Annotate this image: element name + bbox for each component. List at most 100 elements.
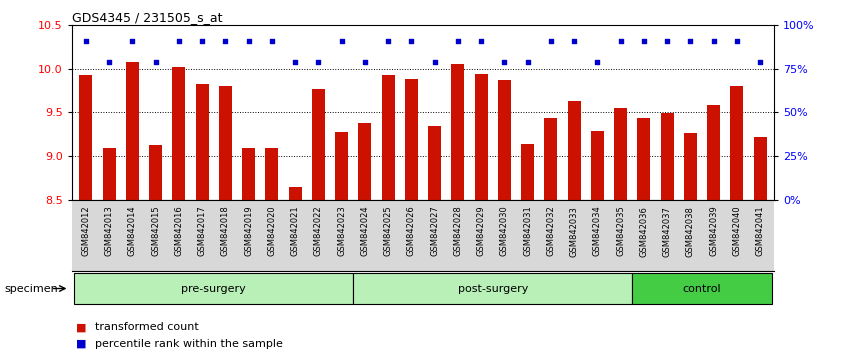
- Point: [242, 38, 255, 44]
- Point: [475, 38, 488, 44]
- Text: control: control: [683, 284, 722, 293]
- Bar: [661, 113, 673, 200]
- Bar: [266, 148, 278, 200]
- Text: GSM842020: GSM842020: [267, 206, 277, 256]
- Point: [591, 59, 604, 64]
- Bar: [521, 144, 534, 200]
- Text: GSM842016: GSM842016: [174, 206, 184, 256]
- Bar: [452, 64, 464, 200]
- Text: GSM842027: GSM842027: [430, 206, 439, 256]
- Bar: [405, 79, 418, 200]
- Text: GSM842013: GSM842013: [105, 206, 113, 256]
- Point: [614, 38, 628, 44]
- Point: [311, 59, 325, 64]
- Text: GSM842032: GSM842032: [547, 206, 555, 256]
- Bar: [359, 123, 371, 200]
- Point: [404, 38, 418, 44]
- Bar: [545, 118, 558, 200]
- Bar: [80, 75, 92, 200]
- Text: GSM842041: GSM842041: [755, 206, 765, 256]
- Point: [568, 38, 581, 44]
- Text: GSM842024: GSM842024: [360, 206, 370, 256]
- Point: [684, 38, 697, 44]
- Point: [707, 38, 721, 44]
- Text: GSM842033: GSM842033: [569, 206, 579, 257]
- Text: GSM842017: GSM842017: [198, 206, 206, 256]
- Bar: [382, 75, 394, 200]
- Text: GSM842021: GSM842021: [291, 206, 299, 256]
- Point: [754, 59, 767, 64]
- Text: GSM842019: GSM842019: [244, 206, 253, 256]
- Bar: [219, 86, 232, 200]
- Point: [382, 38, 395, 44]
- Bar: [288, 187, 301, 200]
- Text: GSM842038: GSM842038: [686, 206, 695, 257]
- Bar: [475, 74, 487, 200]
- Text: GSM842026: GSM842026: [407, 206, 416, 256]
- Text: GSM842040: GSM842040: [733, 206, 741, 256]
- Point: [149, 59, 162, 64]
- Bar: [568, 101, 580, 200]
- Bar: [335, 132, 348, 200]
- Point: [288, 59, 302, 64]
- Bar: [754, 137, 766, 200]
- Text: post-surgery: post-surgery: [458, 284, 528, 293]
- Bar: [242, 148, 255, 200]
- Bar: [354, 273, 632, 304]
- Bar: [74, 273, 354, 304]
- Point: [661, 38, 674, 44]
- Text: GSM842025: GSM842025: [383, 206, 393, 256]
- Point: [79, 38, 92, 44]
- Text: GSM842034: GSM842034: [593, 206, 602, 256]
- Text: ■: ■: [76, 339, 86, 349]
- Point: [497, 59, 511, 64]
- Point: [125, 38, 139, 44]
- Bar: [614, 108, 627, 200]
- Text: GSM842014: GSM842014: [128, 206, 137, 256]
- Text: GSM842031: GSM842031: [523, 206, 532, 256]
- Bar: [428, 126, 441, 200]
- Point: [265, 38, 278, 44]
- Point: [172, 38, 185, 44]
- Text: GSM842028: GSM842028: [453, 206, 463, 256]
- Bar: [195, 84, 208, 200]
- Bar: [498, 80, 511, 200]
- Bar: [730, 86, 744, 200]
- Point: [428, 59, 442, 64]
- Bar: [312, 89, 325, 200]
- Bar: [632, 273, 772, 304]
- Text: GSM842036: GSM842036: [640, 206, 648, 257]
- Point: [544, 38, 558, 44]
- Bar: [707, 105, 720, 200]
- Text: specimen: specimen: [4, 284, 58, 293]
- Bar: [684, 132, 697, 200]
- Text: GSM842035: GSM842035: [616, 206, 625, 256]
- Text: transformed count: transformed count: [95, 322, 199, 332]
- Point: [218, 38, 232, 44]
- Bar: [173, 67, 185, 200]
- Point: [451, 38, 464, 44]
- Point: [521, 59, 535, 64]
- Text: GSM842015: GSM842015: [151, 206, 160, 256]
- Point: [102, 59, 116, 64]
- Text: GSM842022: GSM842022: [314, 206, 323, 256]
- Point: [335, 38, 349, 44]
- Text: GSM842029: GSM842029: [476, 206, 486, 256]
- Bar: [149, 145, 162, 200]
- Text: GSM842037: GSM842037: [662, 206, 672, 257]
- Bar: [126, 62, 139, 200]
- Bar: [591, 131, 604, 200]
- Point: [730, 38, 744, 44]
- Text: GSM842030: GSM842030: [500, 206, 509, 256]
- Text: pre-surgery: pre-surgery: [181, 284, 246, 293]
- Text: GDS4345 / 231505_s_at: GDS4345 / 231505_s_at: [72, 11, 222, 24]
- Text: GSM842012: GSM842012: [81, 206, 91, 256]
- Text: ■: ■: [76, 322, 86, 332]
- Point: [637, 38, 651, 44]
- Bar: [102, 148, 116, 200]
- Point: [195, 38, 209, 44]
- Text: GSM842039: GSM842039: [709, 206, 718, 256]
- Point: [358, 59, 371, 64]
- Text: GSM842023: GSM842023: [337, 206, 346, 256]
- Text: percentile rank within the sample: percentile rank within the sample: [95, 339, 283, 349]
